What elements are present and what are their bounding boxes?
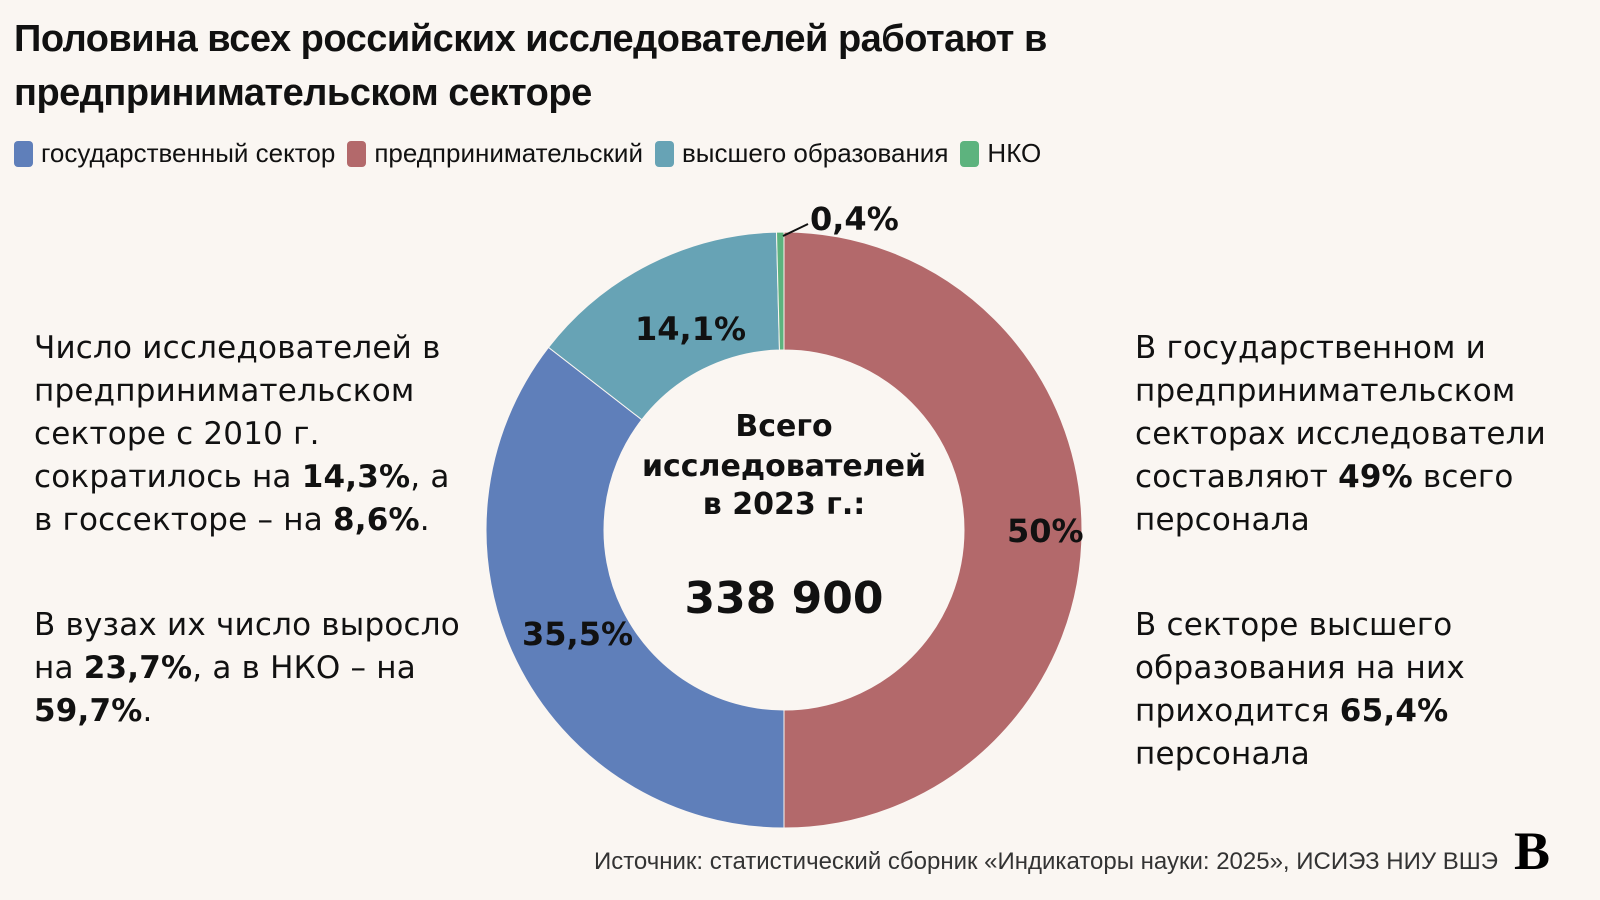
- note-text: В секторе высшего образования на них при…: [1135, 607, 1465, 729]
- note-left-2: В вузах их число выросло на 23,7%, а в Н…: [34, 604, 474, 733]
- note-highlight: 59,7%: [34, 693, 143, 729]
- legend-swatch-government: [14, 140, 33, 167]
- note-highlight: 49%: [1338, 459, 1413, 495]
- chart-title: Половина всех российских исследователей …: [14, 18, 1047, 114]
- note-highlight: 8,6%: [332, 502, 420, 538]
- vedomosti-logo: В: [1514, 821, 1551, 881]
- slice-label-ngo: 0,4%: [810, 200, 899, 238]
- legend-label: предпринимательский: [374, 138, 643, 168]
- note-text: .: [419, 502, 430, 538]
- slice-label-higher-ed: 14,1%: [635, 310, 746, 348]
- legend-item-government: государственный сектор: [14, 138, 335, 169]
- note-left-1: Число исследователей в предпринимательск…: [34, 327, 474, 542]
- note-highlight: 65,4%: [1339, 693, 1449, 729]
- center-label-line3: в 2023 г.:: [703, 487, 865, 522]
- source-note: Источник: статистический сборник «Индика…: [593, 848, 1498, 875]
- center-total: 338 900: [684, 573, 883, 624]
- note-text: В государственном и предпринимательском …: [1135, 330, 1547, 495]
- legend-item-business: предпринимательский: [347, 138, 643, 169]
- note-text: персонала: [1135, 736, 1310, 772]
- legend-label: государственный сектор: [41, 138, 336, 168]
- slice-label-government: 35,5%: [522, 615, 633, 653]
- legend-swatch-business: [347, 140, 367, 167]
- legend-swatch-higher-ed: [654, 140, 674, 167]
- center-label-line1: Всего: [735, 409, 832, 444]
- slice-business: [783, 231, 1083, 829]
- legend-label: НКО: [987, 138, 1042, 168]
- note-text: В вузах их число выросло на: [34, 607, 460, 686]
- note-text: , а в НКО – на: [192, 650, 416, 686]
- ngo-leader-line: [782, 223, 809, 237]
- slice-ngo: [775, 231, 785, 351]
- legend-label: высшего образования: [681, 138, 949, 168]
- note-text: Число исследователей в предпринимательск…: [34, 330, 441, 495]
- legend-item-higher-ed: высшего образования: [654, 138, 949, 169]
- legend-swatch-ngo: [960, 140, 980, 167]
- slice-government: [485, 346, 785, 829]
- center-label-line2: исследователей: [642, 449, 926, 484]
- note-text: всего персонала: [1135, 459, 1514, 538]
- note-right-2: В секторе высшего образования на них при…: [1135, 604, 1595, 776]
- legend-item-ngo: НКО: [960, 138, 1041, 169]
- slice-label-business: 50%: [1007, 512, 1084, 550]
- note-text: , а в госсекторе – на: [34, 459, 450, 538]
- note-highlight: 14,3%: [301, 459, 411, 495]
- note-right-1: В государственном и предпринимательском …: [1135, 327, 1595, 542]
- note-highlight: 23,7%: [83, 650, 193, 686]
- donut-slices: [485, 231, 1083, 829]
- note-text: .: [142, 693, 153, 729]
- legend: государственный сектор предпринимательск…: [14, 138, 1053, 169]
